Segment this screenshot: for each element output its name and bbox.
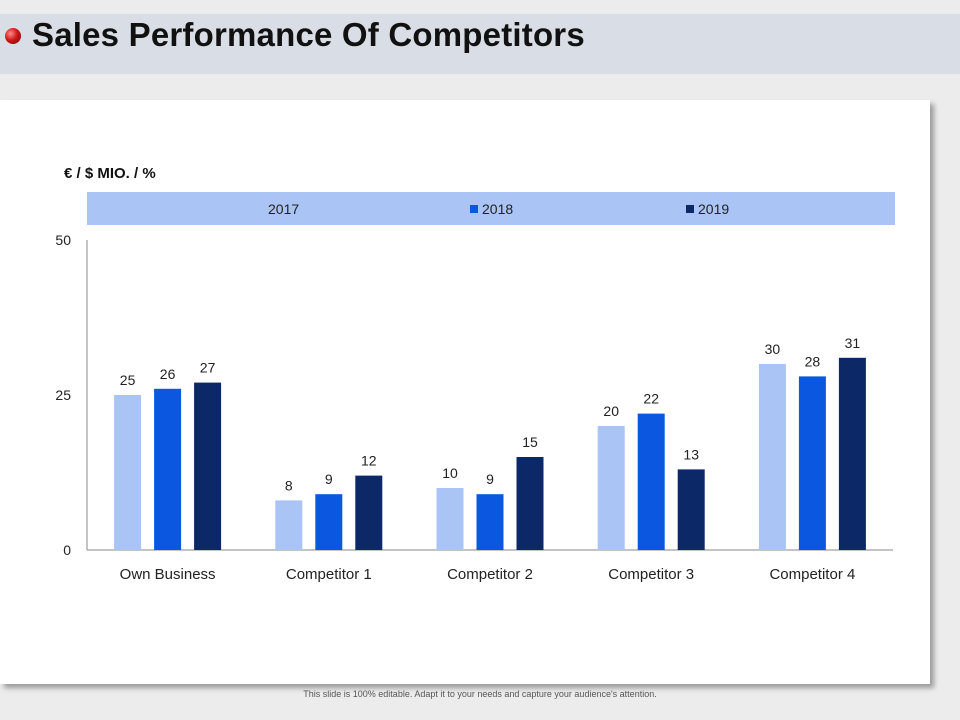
bar-2019-own-business <box>194 382 222 550</box>
bar-2017-competitor-4 <box>758 364 786 550</box>
data-label: 20 <box>603 403 619 419</box>
legend-swatch-2018 <box>470 204 478 213</box>
legend-swatch-2019 <box>686 204 694 213</box>
bar-2017-competitor-3 <box>597 426 625 550</box>
x-tick-label: Own Business <box>120 566 216 583</box>
bar-2018-competitor-3 <box>637 413 665 550</box>
bar-2017-competitor-2 <box>436 488 464 550</box>
bar-2019-competitor-4 <box>838 357 866 550</box>
y-tick-label: 25 <box>55 387 71 403</box>
data-label: 12 <box>361 453 377 469</box>
data-label: 22 <box>643 391 659 407</box>
bar-2017-own-business <box>114 395 142 550</box>
y-tick-label: 0 <box>63 542 71 558</box>
bar-2019-competitor-3 <box>677 469 705 550</box>
data-label: 30 <box>765 341 781 357</box>
data-label: 13 <box>683 446 699 462</box>
legend-label-2019: 2019 <box>698 200 730 217</box>
x-tick-label: Competitor 4 <box>769 566 855 583</box>
x-tick-label: Competitor 2 <box>447 566 533 583</box>
bar-2018-competitor-1 <box>315 494 343 550</box>
data-label: 25 <box>120 372 136 388</box>
data-label: 9 <box>486 471 494 487</box>
data-label: 28 <box>805 353 821 369</box>
y-tick-label: 50 <box>55 232 71 248</box>
chart-legend: 2017 2018 2019 <box>87 192 895 225</box>
bar-2018-own-business <box>154 388 182 550</box>
legend-item-2018: 2018 <box>470 192 513 225</box>
legend-label-2017: 2017 <box>268 200 300 217</box>
data-label: 31 <box>845 335 861 351</box>
y-axis-unit-label: € / $ MIO. / % <box>64 165 156 182</box>
title-bar <box>0 14 960 74</box>
x-tick-label: Competitor 3 <box>608 566 694 583</box>
data-label: 26 <box>160 366 176 382</box>
x-tick-label: Competitor 1 <box>286 566 372 583</box>
bar-2019-competitor-1 <box>355 475 383 550</box>
data-label: 27 <box>200 360 216 376</box>
data-label: 15 <box>522 434 538 450</box>
legend-label-2018: 2018 <box>482 200 514 217</box>
legend-item-2017: 2017 <box>256 192 299 225</box>
data-label: 9 <box>325 471 333 487</box>
slide-title: Sales Performance Of Competitors <box>32 16 585 53</box>
legend-swatch-2017 <box>256 204 264 213</box>
data-label: 10 <box>442 465 458 481</box>
red-bullet-icon <box>5 28 21 44</box>
data-label: 8 <box>285 477 293 493</box>
bar-2018-competitor-4 <box>798 376 826 550</box>
bar-2018-competitor-2 <box>476 494 504 550</box>
legend-item-2019: 2019 <box>686 192 729 225</box>
bar-2017-competitor-1 <box>275 500 303 550</box>
footnote: This slide is 100% editable. Adapt it to… <box>303 689 657 699</box>
bar-2019-competitor-2 <box>516 457 544 550</box>
